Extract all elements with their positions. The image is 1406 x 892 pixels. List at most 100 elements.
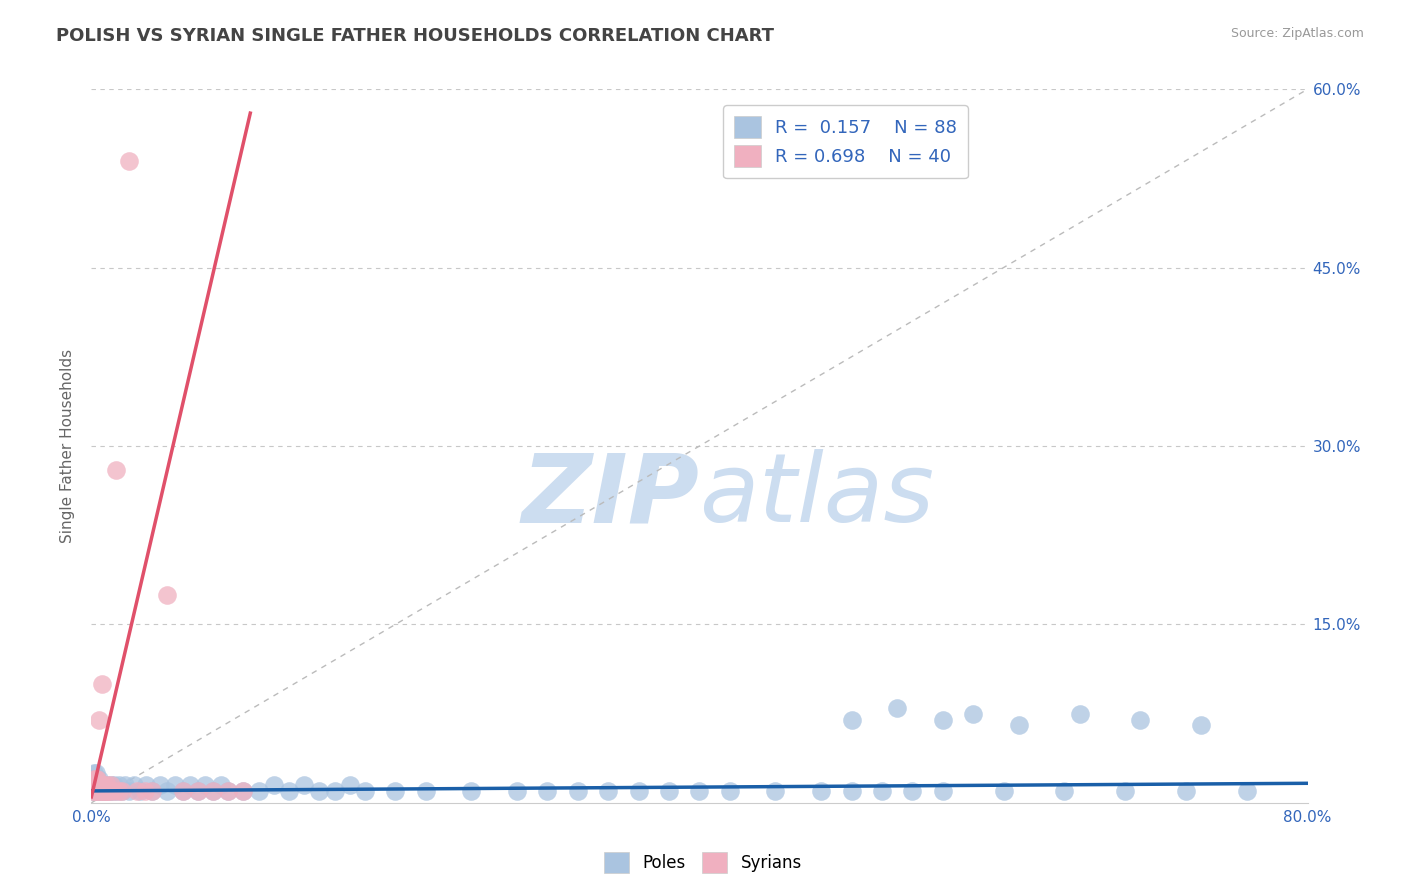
- Point: [506, 784, 529, 798]
- Point: [217, 784, 239, 798]
- Legend: R =  0.157    N = 88, R = 0.698    N = 40: R = 0.157 N = 88, R = 0.698 N = 40: [723, 105, 967, 178]
- Point: [105, 784, 128, 798]
- Point: [107, 784, 129, 798]
- Point: [765, 784, 787, 798]
- Point: [94, 784, 117, 798]
- Point: [187, 784, 209, 798]
- Point: [194, 778, 217, 792]
- Point: [87, 713, 110, 727]
- Point: [135, 778, 157, 792]
- Point: [93, 784, 115, 798]
- Point: [323, 784, 346, 798]
- Point: [901, 784, 924, 798]
- Point: [83, 772, 105, 786]
- Point: [94, 784, 117, 798]
- Point: [232, 784, 254, 798]
- Text: Source: ZipAtlas.com: Source: ZipAtlas.com: [1230, 27, 1364, 40]
- Point: [89, 784, 111, 798]
- Point: [107, 778, 129, 792]
- Legend: Poles, Syrians: Poles, Syrians: [598, 846, 808, 880]
- Point: [263, 778, 285, 792]
- Point: [82, 778, 104, 792]
- Point: [111, 784, 134, 798]
- Point: [84, 772, 107, 786]
- Point: [292, 778, 315, 792]
- Point: [100, 778, 122, 792]
- Point: [278, 784, 301, 798]
- Point: [627, 784, 650, 798]
- Point: [129, 784, 152, 798]
- Point: [688, 784, 710, 798]
- Point: [993, 784, 1015, 798]
- Point: [84, 784, 107, 798]
- Point: [84, 778, 107, 792]
- Point: [1174, 784, 1197, 798]
- Point: [217, 784, 239, 798]
- Point: [83, 772, 105, 786]
- Point: [101, 784, 124, 798]
- Point: [97, 784, 120, 798]
- Point: [87, 778, 110, 792]
- Point: [1053, 784, 1076, 798]
- Point: [172, 784, 194, 798]
- Point: [91, 778, 114, 792]
- Point: [1236, 784, 1258, 798]
- Point: [83, 784, 105, 798]
- Y-axis label: Single Father Households: Single Father Households: [60, 349, 76, 543]
- Point: [886, 700, 908, 714]
- Point: [86, 772, 108, 786]
- Text: atlas: atlas: [699, 450, 935, 542]
- Point: [87, 772, 110, 786]
- Point: [93, 778, 115, 792]
- Point: [658, 784, 681, 798]
- Point: [86, 784, 108, 798]
- Point: [91, 677, 114, 691]
- Point: [209, 778, 232, 792]
- Point: [89, 778, 111, 792]
- Point: [86, 778, 108, 792]
- Point: [89, 778, 111, 792]
- Point: [96, 778, 118, 792]
- Point: [114, 778, 136, 792]
- Point: [86, 778, 108, 792]
- Point: [103, 784, 125, 798]
- Point: [149, 778, 172, 792]
- Point: [232, 784, 254, 798]
- Point: [104, 463, 127, 477]
- Point: [83, 784, 105, 798]
- Point: [339, 778, 361, 792]
- Point: [810, 784, 832, 798]
- Point: [83, 778, 105, 792]
- Point: [82, 772, 104, 786]
- Point: [156, 588, 179, 602]
- Point: [122, 778, 145, 792]
- Point: [536, 784, 558, 798]
- Point: [89, 784, 111, 798]
- Point: [962, 706, 984, 721]
- Point: [598, 784, 620, 798]
- Point: [125, 784, 148, 798]
- Point: [84, 784, 107, 798]
- Point: [163, 778, 186, 792]
- Point: [98, 784, 121, 798]
- Point: [84, 772, 107, 786]
- Point: [1069, 706, 1091, 721]
- Point: [111, 784, 134, 798]
- Point: [247, 784, 270, 798]
- Point: [82, 778, 104, 792]
- Point: [84, 778, 107, 792]
- Point: [82, 784, 104, 798]
- Point: [460, 784, 482, 798]
- Point: [91, 784, 114, 798]
- Point: [91, 784, 114, 798]
- Text: POLISH VS SYRIAN SINGLE FATHER HOUSEHOLDS CORRELATION CHART: POLISH VS SYRIAN SINGLE FATHER HOUSEHOLD…: [56, 27, 775, 45]
- Point: [141, 784, 163, 798]
- Point: [870, 784, 893, 798]
- Point: [86, 772, 108, 786]
- Point: [354, 784, 377, 798]
- Point: [103, 778, 125, 792]
- Point: [718, 784, 741, 798]
- Point: [98, 784, 121, 798]
- Text: ZIP: ZIP: [522, 450, 699, 542]
- Point: [172, 784, 194, 798]
